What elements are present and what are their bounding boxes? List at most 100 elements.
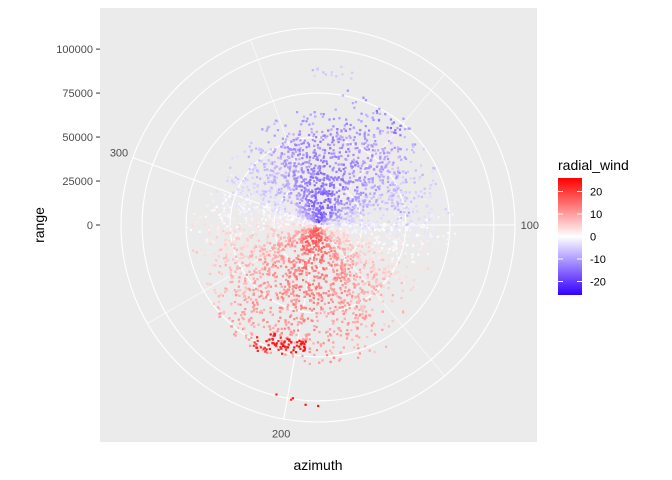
- data-point: [312, 219, 315, 223]
- data-point: [254, 166, 257, 170]
- data-point: [388, 160, 391, 164]
- data-point: [272, 342, 275, 345]
- legend-tick-label: -10: [590, 254, 606, 266]
- data-point: [343, 264, 346, 267]
- data-point: [365, 203, 368, 207]
- data-point: [358, 352, 361, 355]
- data-point: [290, 300, 294, 303]
- data-point: [395, 252, 399, 255]
- data-point: [241, 327, 245, 331]
- data-point: [345, 232, 348, 235]
- data-point: [299, 343, 302, 346]
- data-point: [419, 164, 423, 167]
- data-point: [283, 153, 286, 156]
- data-point: [296, 111, 299, 114]
- data-point: [238, 294, 241, 297]
- data-point: [287, 295, 290, 298]
- data-point: [308, 362, 311, 366]
- data-point: [236, 289, 239, 292]
- data-point: [348, 238, 351, 241]
- data-point: [377, 197, 380, 200]
- data-point: [323, 176, 326, 180]
- data-point: [308, 231, 311, 234]
- data-point: [239, 289, 242, 292]
- data-point: [406, 170, 409, 173]
- data-point: [329, 229, 332, 232]
- data-point: [396, 127, 399, 130]
- data-point: [332, 252, 335, 256]
- data-point: [340, 265, 343, 268]
- data-point: [320, 250, 323, 254]
- data-point: [414, 192, 418, 195]
- data-point: [291, 288, 294, 291]
- data-point: [334, 208, 337, 211]
- data-point: [304, 306, 308, 310]
- data-point: [300, 322, 303, 325]
- data-point: [346, 323, 350, 326]
- data-point: [381, 228, 384, 231]
- data-point: [336, 333, 339, 336]
- data-point: [321, 172, 324, 175]
- data-point: [305, 146, 308, 149]
- data-point: [336, 210, 340, 213]
- data-point: [195, 251, 198, 254]
- data-point: [244, 336, 248, 339]
- data-point: [314, 153, 318, 156]
- data-point: [331, 288, 334, 291]
- data-point: [347, 147, 350, 151]
- data-point: [248, 263, 251, 266]
- data-point: [379, 196, 382, 199]
- data-point: [258, 311, 262, 314]
- data-point: [386, 175, 390, 179]
- data-point: [209, 243, 212, 246]
- data-point: [417, 248, 420, 252]
- data-point: [367, 203, 370, 206]
- data-point: [343, 253, 346, 256]
- data-point: [304, 231, 307, 235]
- data-point: [301, 278, 305, 282]
- data-point: [324, 280, 327, 283]
- data-point: [265, 206, 268, 209]
- data-point: [404, 171, 408, 175]
- data-point: [379, 157, 382, 160]
- data-point: [279, 155, 283, 158]
- data-point: [298, 194, 301, 198]
- data-point: [303, 251, 306, 255]
- data-point: [306, 244, 309, 248]
- data-point: [222, 210, 225, 213]
- data-point: [249, 298, 253, 301]
- data-point: [266, 351, 269, 355]
- data-point: [227, 213, 230, 216]
- data-point: [355, 320, 358, 323]
- data-point: [340, 146, 344, 149]
- data-point: [310, 266, 313, 269]
- data-point: [258, 270, 261, 273]
- data-point: [290, 398, 293, 401]
- data-point: [331, 260, 335, 263]
- data-point: [259, 249, 262, 253]
- data-point: [295, 185, 299, 188]
- data-point: [330, 205, 333, 209]
- data-point: [330, 194, 333, 197]
- data-point: [286, 242, 290, 246]
- data-point: [363, 178, 366, 181]
- data-point: [378, 176, 381, 179]
- data-point: [215, 183, 218, 186]
- data-point: [395, 189, 398, 192]
- data-point: [265, 294, 268, 297]
- data-point: [270, 186, 273, 189]
- data-point: [315, 241, 318, 244]
- data-point: [409, 177, 412, 180]
- data-point: [273, 244, 276, 247]
- data-point: [306, 222, 309, 226]
- data-point: [350, 71, 354, 74]
- data-point: [365, 325, 368, 328]
- data-point: [298, 299, 301, 303]
- data-point: [339, 264, 342, 267]
- data-point: [423, 192, 426, 195]
- data-point: [381, 181, 384, 184]
- data-point: [326, 226, 329, 229]
- data-point: [345, 308, 348, 311]
